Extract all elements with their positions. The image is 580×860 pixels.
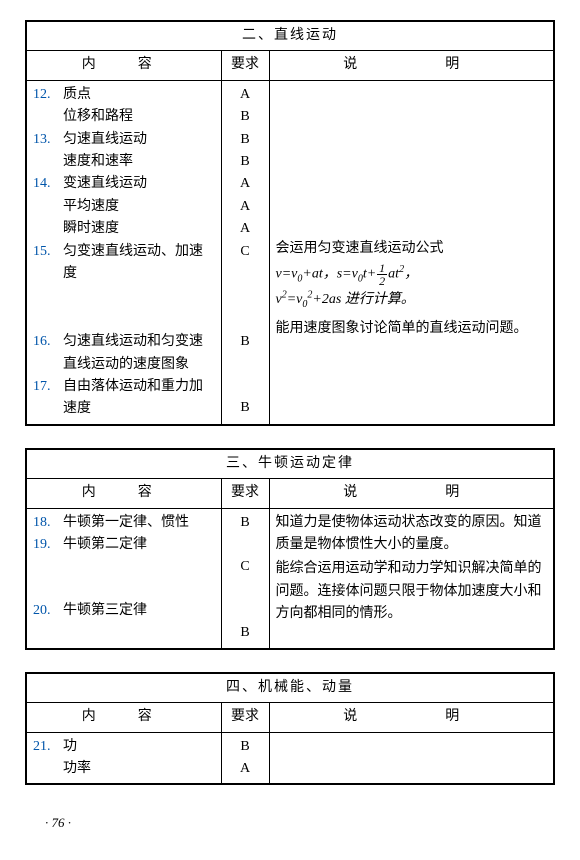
- table-newton-laws: 三、牛顿运动定律 内 容 要求 说 明 18.牛顿第一定律、惯性 19.牛顿第二…: [25, 448, 555, 650]
- col-header-note: 说 明: [269, 703, 554, 732]
- col-header-req: 要求: [221, 479, 269, 508]
- formula-1: v=v0+at，s=v0t+12at2，: [276, 262, 548, 287]
- content-cell: 18.牛顿第一定律、惯性 19.牛顿第二定律 20.牛顿第三定律: [26, 508, 221, 649]
- table-title: 四、机械能、动量: [26, 673, 554, 703]
- formula-2: v2=v02+2as 进行计算。: [276, 289, 548, 311]
- table-title: 二、直线运动: [26, 21, 554, 51]
- content-cell: 12.质点 位移和路程 13.匀速直线运动 速度和速率 14.变速直线运动 平均…: [26, 80, 221, 425]
- col-header-content: 内 容: [26, 51, 221, 80]
- note-cell: 知道力是使物体运动状态改变的原因。知道质量是物体惯性大小的量度。 能综合运用运动…: [269, 508, 554, 649]
- col-header-req: 要求: [221, 703, 269, 732]
- col-header-note: 说 明: [269, 51, 554, 80]
- col-header-content: 内 容: [26, 703, 221, 732]
- content-cell: 21.功 功率: [26, 732, 221, 784]
- note-cell: 会运用匀变速直线运动公式 v=v0+at，s=v0t+12at2， v2=v02…: [269, 80, 554, 425]
- table-mechanical-energy: 四、机械能、动量 内 容 要求 说 明 21.功 功率 B A: [25, 672, 555, 786]
- col-header-req: 要求: [221, 51, 269, 80]
- table-title: 三、牛顿运动定律: [26, 449, 554, 479]
- note-cell: [269, 732, 554, 784]
- req-cell: B C B: [221, 508, 269, 649]
- col-header-content: 内 容: [26, 479, 221, 508]
- table-linear-motion: 二、直线运动 内 容 要求 说 明 12.质点 位移和路程 13.匀速直线运动 …: [25, 20, 555, 426]
- req-cell: A B B B A A A C B B: [221, 80, 269, 425]
- page-number: · 76 ·: [25, 815, 555, 831]
- req-cell: B A: [221, 732, 269, 784]
- col-header-note: 说 明: [269, 479, 554, 508]
